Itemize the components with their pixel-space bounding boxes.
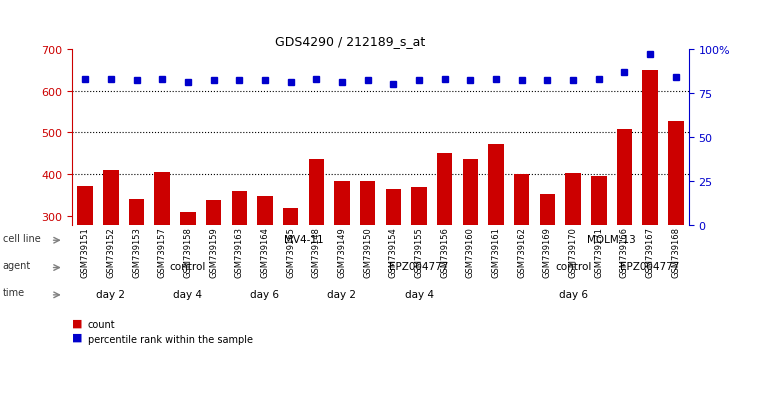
Text: agent: agent <box>3 260 31 270</box>
Text: MV4-11: MV4-11 <box>284 234 323 244</box>
Text: MOLM-13: MOLM-13 <box>587 234 636 244</box>
Text: GDS4290 / 212189_s_at: GDS4290 / 212189_s_at <box>275 35 425 47</box>
Bar <box>463 160 478 342</box>
Bar <box>360 181 375 342</box>
Text: ■: ■ <box>72 318 83 328</box>
Bar <box>206 201 221 342</box>
Text: day 4: day 4 <box>174 289 202 299</box>
Bar <box>591 177 607 342</box>
Bar <box>412 188 427 342</box>
Bar <box>283 209 298 342</box>
Text: day 6: day 6 <box>250 289 279 299</box>
Bar <box>309 159 324 342</box>
Text: EPZ004777: EPZ004777 <box>390 261 449 272</box>
Bar <box>103 171 119 342</box>
Text: ■: ■ <box>72 332 83 342</box>
Bar <box>642 71 658 342</box>
Bar <box>489 145 504 342</box>
Bar <box>668 122 683 342</box>
Bar <box>386 190 401 342</box>
Text: control: control <box>170 261 206 272</box>
Text: day 4: day 4 <box>405 289 434 299</box>
Text: cell line: cell line <box>3 233 40 243</box>
Bar <box>231 192 247 342</box>
Bar <box>540 194 556 342</box>
Bar <box>617 130 632 342</box>
Bar <box>180 213 196 342</box>
Bar <box>129 199 145 342</box>
Bar <box>437 153 453 342</box>
Bar <box>334 182 350 342</box>
Bar <box>257 197 272 342</box>
Text: percentile rank within the sample: percentile rank within the sample <box>88 334 253 344</box>
Bar <box>78 187 93 342</box>
Text: count: count <box>88 320 115 330</box>
Text: time: time <box>3 287 25 297</box>
Bar <box>514 175 530 342</box>
Text: day 2: day 2 <box>97 289 126 299</box>
Text: control: control <box>555 261 591 272</box>
Text: day 2: day 2 <box>327 289 356 299</box>
Text: EPZ004777: EPZ004777 <box>620 261 680 272</box>
Bar <box>565 174 581 342</box>
Text: day 6: day 6 <box>559 289 587 299</box>
Bar <box>154 173 170 342</box>
